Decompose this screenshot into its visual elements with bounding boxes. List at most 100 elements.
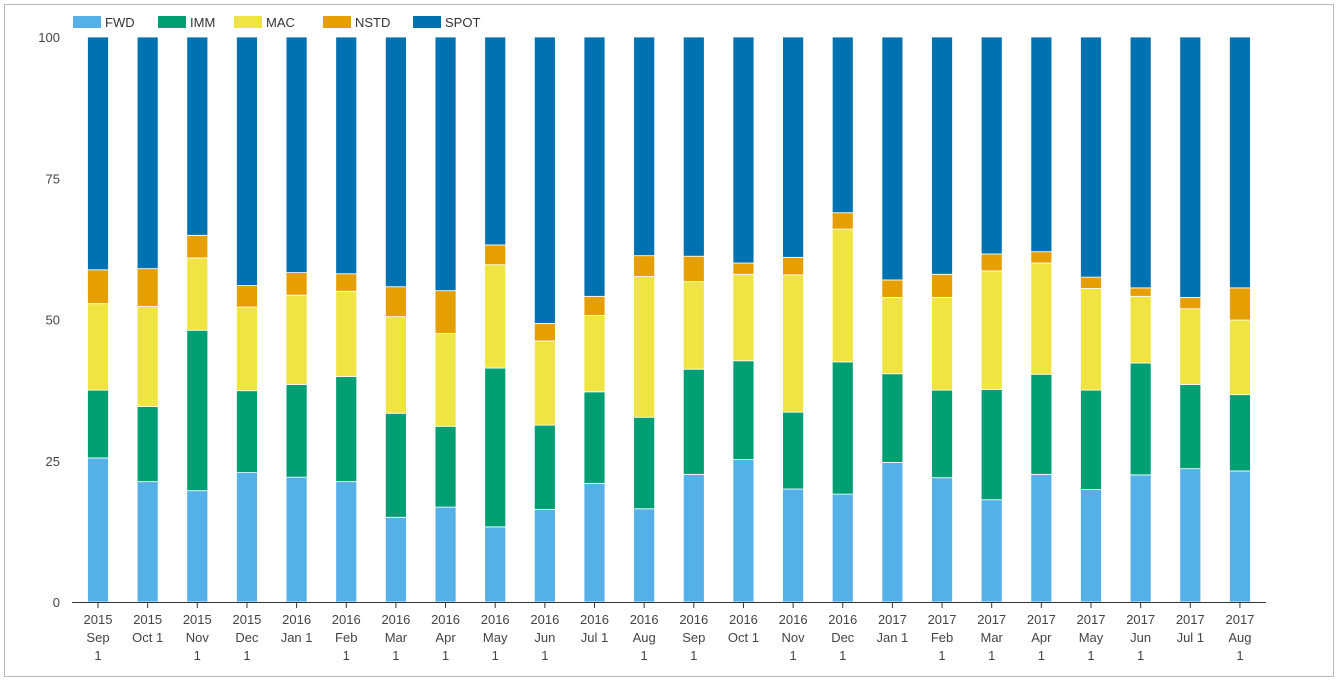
bar-segment-spot [881,36,904,281]
bar-segment-mac [633,276,656,418]
bar-segment-fwd [1030,473,1053,603]
x-tick-label: 2016 Feb 1 [332,612,361,663]
x-tick-label: 2017 Mar 1 [977,612,1006,663]
bar-segment-mac [931,297,953,391]
bar-segment-mac [285,294,308,385]
bar-segment-spot [782,36,804,258]
bar-segment-mac [1179,308,1202,385]
x-tick-label: 2017 Jan 1 [876,612,908,645]
x-tick-label: 2016 Apr 1 [431,612,460,663]
bar-segment-fwd [1080,489,1102,603]
bar-segment-nstd [1080,276,1102,289]
x-tick-label: 2015 Nov 1 [183,612,212,663]
x-tick-label: 2016 May 1 [481,612,510,663]
bar-segment-fwd [186,490,209,603]
bar-segment-nstd [583,295,606,316]
bar-segment-nstd [186,234,209,259]
bar-segment-nstd [1229,287,1251,321]
bar-segment-nstd [335,273,358,292]
legend-label-spot: SPOT [445,15,480,30]
bar-segment-fwd [1129,474,1152,603]
bar-segment-nstd [1179,297,1202,310]
bar-segment-spot [682,36,705,257]
bar-segment-imm [633,416,656,510]
y-tick-label: 25 [46,454,60,469]
bar-segment-imm [1129,362,1152,476]
y-tick-label: 0 [53,595,60,610]
legend-label-mac: MAC [266,15,295,30]
bar-segment-fwd [384,516,407,603]
y-tick-label: 75 [46,171,60,186]
bar-segment-imm [1229,394,1251,472]
bar-segment-spot [1179,36,1202,298]
bar-segment-spot [335,36,358,275]
bar-segment-imm [1080,389,1102,490]
x-tick-label: 2017 Jul 1 [1176,612,1205,645]
x-tick-label: 2016 Jul 1 [580,612,609,645]
x-tick-label: 2017 Feb 1 [928,612,957,663]
x-tick-label: 2015 Sep 1 [84,612,113,663]
bar-segment-imm [87,389,109,459]
bar-segment-imm [285,384,308,478]
bar-segment-fwd [583,482,606,603]
bar-segment-spot [931,36,953,275]
bar-segment-nstd [285,272,308,296]
bar-segment-fwd [980,499,1003,603]
bar-segment-imm [931,389,953,479]
bar-segment-spot [186,36,209,236]
bar-segment-mac [782,274,804,413]
bar-segment-fwd [87,457,109,603]
bar-segment-fwd [1229,470,1251,603]
bar-segment-fwd [881,462,904,603]
bar-segment-nstd [434,290,457,335]
bar-segment-mac [1030,262,1053,375]
bar-segment-fwd [633,508,656,603]
bar-segment-mac [335,290,358,377]
bar-segment-fwd [335,481,358,603]
bar-segment-fwd [236,472,258,603]
x-tick-label: 2017 Aug 1 [1225,612,1254,663]
bar-segment-imm [831,361,854,495]
x-tick-label: 2016 Oct 1 [728,612,759,645]
legend-swatch-fwd [73,16,101,28]
bar-segment-spot [1229,36,1251,289]
bar-segment-spot [831,36,854,214]
x-tick-label: 2016 Jan 1 [281,612,313,645]
legend-swatch-imm [158,16,186,28]
bar-segment-mac [831,228,854,363]
x-tick-label: 2016 Aug 1 [630,612,659,663]
bar-segment-nstd [782,256,804,276]
bar-segment-fwd [682,473,705,603]
x-tick-label: 2016 Jun 1 [530,612,559,663]
bar-segment-nstd [136,268,159,307]
bar-segment-nstd [732,262,755,275]
bar-segment-nstd [1129,287,1152,297]
bar-segment-mac [1229,319,1251,396]
bar-segment-spot [434,36,457,292]
bar-segment-imm [236,390,258,474]
bar-segment-imm [732,360,755,461]
bar-segment-spot [633,36,656,257]
bar-segment-imm [583,391,606,484]
bar-segment-spot [484,36,507,246]
legend-label-nstd: NSTD [355,15,390,30]
bar-segment-fwd [831,493,854,603]
bar-segment-spot [1129,36,1152,289]
legend-label-fwd: FWD [105,15,135,30]
bar-segment-nstd [236,285,258,308]
bar-segment-nstd [881,279,904,298]
legend-swatch-mac [234,16,262,28]
bar-segment-fwd [533,508,556,603]
bar-segment-nstd [931,273,953,298]
bar-segment-imm [384,412,407,518]
legend-swatch-nstd [323,16,351,28]
bar-segment-fwd [931,477,953,603]
bar-segment-fwd [285,476,308,603]
bar-segment-spot [236,36,258,287]
bar-segment-mac [434,333,457,427]
bar-segment-imm [484,367,507,528]
bar-segment-fwd [732,459,755,603]
bar-segment-imm [335,376,358,483]
bar-segment-mac [384,316,407,414]
